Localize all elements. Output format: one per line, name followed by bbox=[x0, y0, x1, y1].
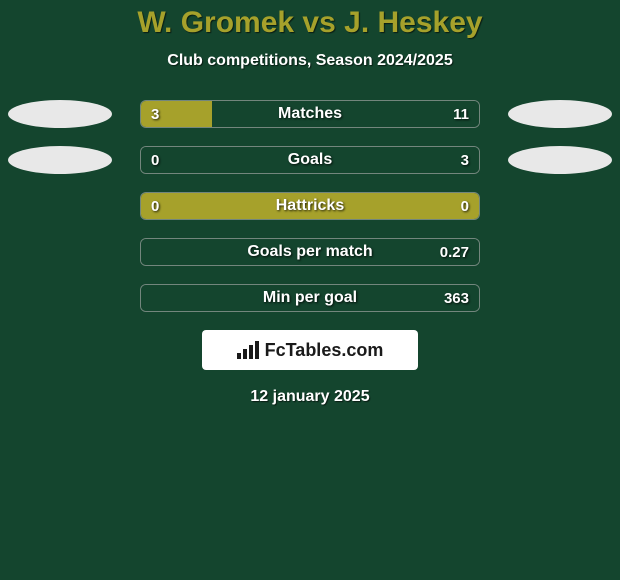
bar-fill-right bbox=[141, 285, 479, 311]
stat-value-right: 363 bbox=[444, 285, 469, 311]
bar-fill-right bbox=[141, 147, 479, 173]
stat-row: 03Goals bbox=[0, 146, 620, 174]
stat-rows: 311Matches03Goals00Hattricks0.27Goals pe… bbox=[0, 100, 620, 312]
brand-text: FcTables.com bbox=[237, 340, 384, 361]
stat-bar: 0.27Goals per match bbox=[140, 238, 480, 266]
player-avatar-left bbox=[8, 146, 112, 174]
stat-value-left: 0 bbox=[151, 147, 159, 173]
brand-label: FcTables.com bbox=[265, 340, 384, 361]
stat-bar: 00Hattricks bbox=[140, 192, 480, 220]
stat-value-right: 0 bbox=[461, 193, 469, 219]
player-avatar-right bbox=[508, 146, 612, 174]
stat-value-left: 3 bbox=[151, 101, 159, 127]
bar-fill-right bbox=[212, 101, 479, 127]
date-line: 12 january 2025 bbox=[0, 388, 620, 406]
stat-row: 00Hattricks bbox=[0, 192, 620, 220]
stat-row: 363Min per goal bbox=[0, 284, 620, 312]
comparison-widget: W. Gromek vs J. Heskey Club competitions… bbox=[0, 0, 620, 406]
bars-icon bbox=[237, 341, 259, 359]
stat-value-right: 11 bbox=[453, 101, 469, 127]
stat-bar: 03Goals bbox=[140, 146, 480, 174]
stat-value-right: 3 bbox=[461, 147, 469, 173]
bar-fill-left bbox=[141, 193, 479, 219]
subtitle: Club competitions, Season 2024/2025 bbox=[0, 52, 620, 70]
page-title: W. Gromek vs J. Heskey bbox=[0, 6, 620, 40]
brand-box: FcTables.com bbox=[202, 330, 418, 370]
stat-row: 0.27Goals per match bbox=[0, 238, 620, 266]
bar-fill-right bbox=[141, 239, 479, 265]
player-avatar-right bbox=[508, 100, 612, 128]
stat-value-right: 0.27 bbox=[440, 239, 469, 265]
stat-row: 311Matches bbox=[0, 100, 620, 128]
stat-bar: 311Matches bbox=[140, 100, 480, 128]
stat-bar: 363Min per goal bbox=[140, 284, 480, 312]
stat-value-left: 0 bbox=[151, 193, 159, 219]
player-avatar-left bbox=[8, 100, 112, 128]
